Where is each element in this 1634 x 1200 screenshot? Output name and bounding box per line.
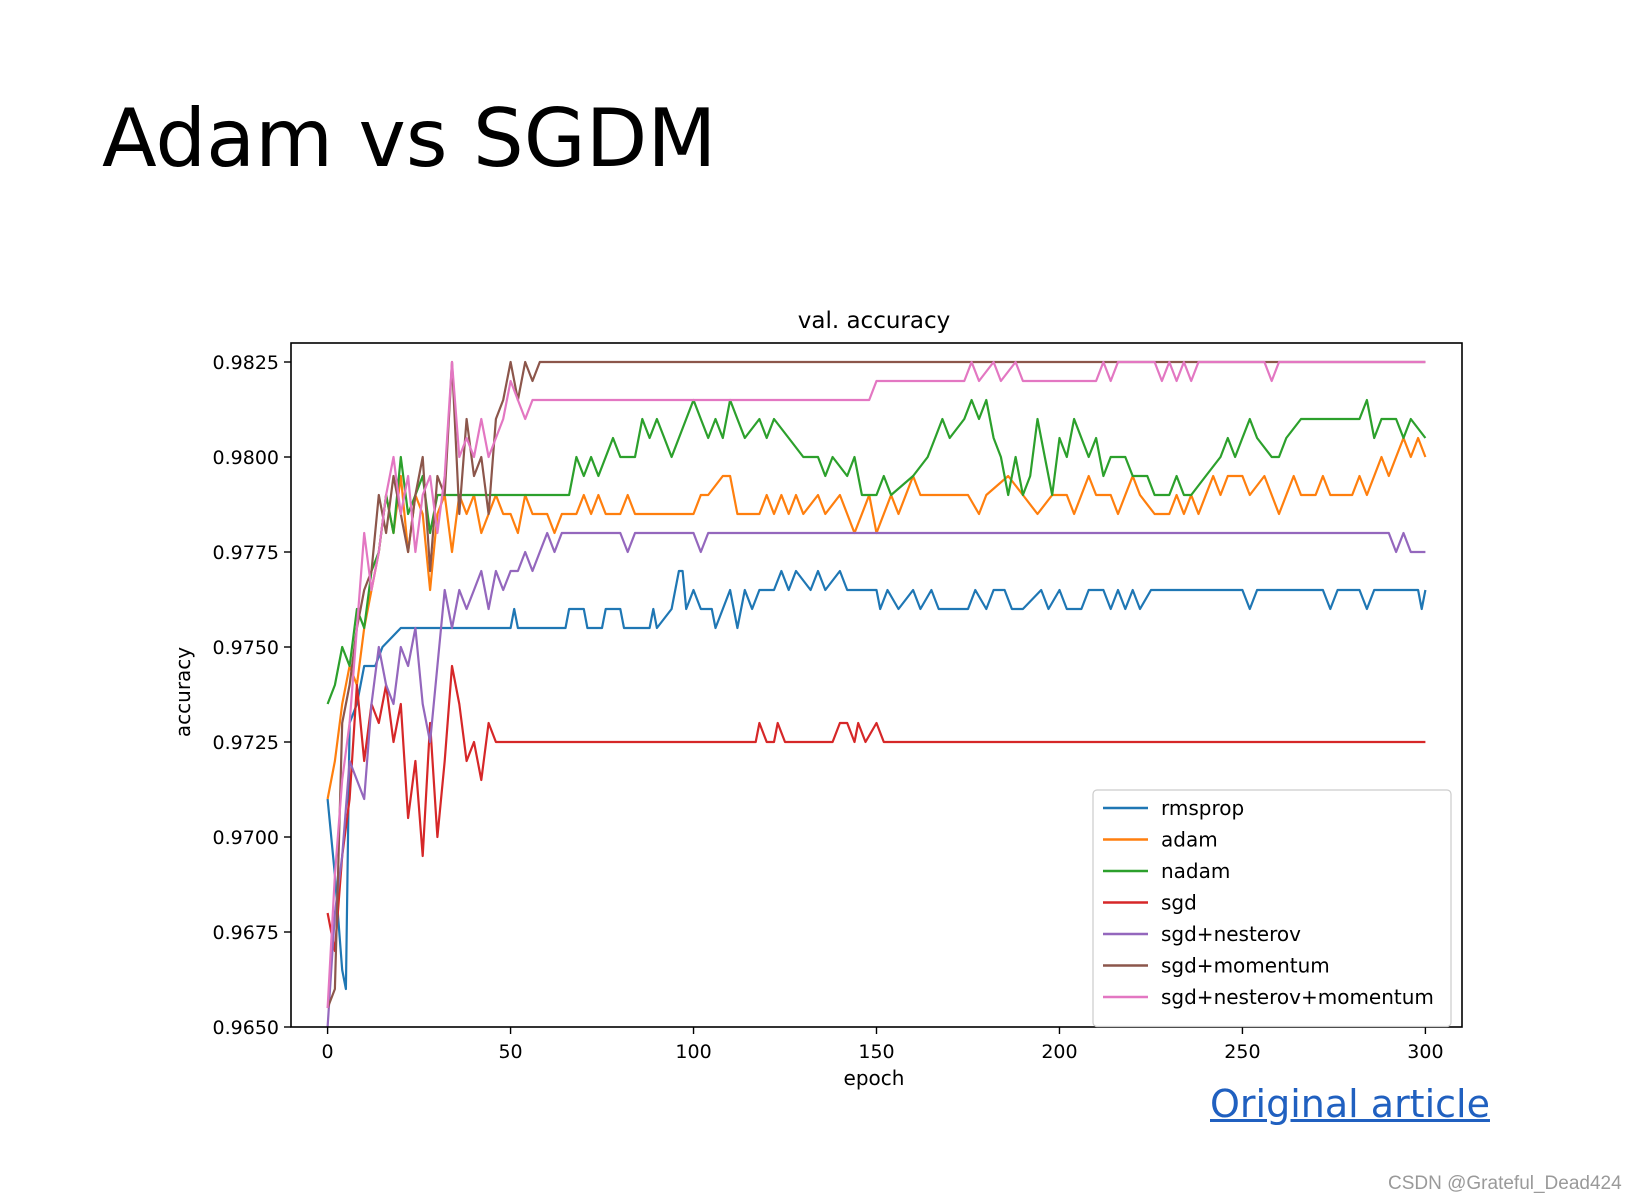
x-tick-label: 200 [1041,1041,1077,1063]
legend-label-sgd+momentum: sgd+momentum [1161,954,1330,978]
y-tick-label: 0.9775 [213,542,279,564]
legend-label-sgd+nesterov: sgd+nesterov [1161,922,1301,946]
legend-label-sgd: sgd [1161,891,1197,915]
x-tick-label: 50 [498,1041,522,1063]
y-tick-label: 0.9800 [213,447,279,469]
series-group [326,360,1427,1027]
x-tick-label: 100 [675,1041,711,1063]
watermark: CSDN @Grateful_Dead424 [1388,1173,1622,1194]
x-tick-label: 150 [858,1041,894,1063]
series-line-sgd+nesterov [326,531,1426,1027]
chart-title: val. accuracy [798,308,951,334]
y-tick-label: 0.9675 [213,922,279,944]
series-line-sgd+nesterov+momentum [326,360,1426,1009]
slide-title: Adam vs SGDM [102,92,717,185]
series-line-sgd [326,664,1426,953]
x-tick-label: 250 [1224,1041,1260,1063]
legend-label-rmsprop: rmsprop [1161,796,1244,820]
y-tick-label: 0.9700 [213,827,279,849]
series-line-nadam [326,398,1427,705]
legend: rmsprop adam nadam sgd sgd+nesterov sgd+momen… [1092,789,1452,1028]
y-tick-label: 0.9725 [213,732,279,754]
y-tick-label: 0.9650 [213,1017,279,1039]
y-tick-label: 0.9825 [213,352,279,374]
series-line-rmsprop [326,569,1427,991]
original-article-link[interactable]: Original article [1210,1082,1490,1126]
legend-label-sgd+nesterov+momentum: sgd+nesterov+momentum [1161,985,1434,1009]
x-tick-label: 300 [1407,1041,1443,1063]
y-axis-label: accuracy [171,647,195,737]
series-line-adam [326,436,1427,800]
legend-label-adam: adam [1161,828,1218,852]
plot-area: 0 50 100 150 200 250 300 0.9650 0.9675 0.9700 0.97… [213,342,1463,1063]
legend-label-nadam: nadam [1161,859,1230,883]
legend-box [1092,789,1452,1028]
x-tick-label: 0 [322,1041,334,1063]
x-axis-label: epoch [844,1066,905,1090]
y-tick-label: 0.9750 [213,637,279,659]
